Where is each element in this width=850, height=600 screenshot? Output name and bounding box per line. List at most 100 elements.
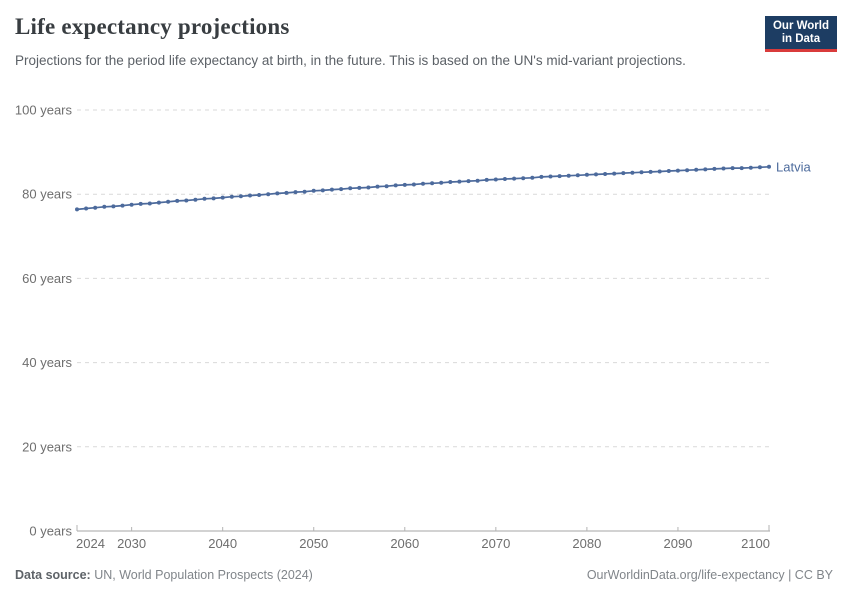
x-tick-label: 2050 [299,536,328,551]
data-point [266,192,271,197]
data-point [539,174,544,179]
data-point [348,186,353,191]
data-point [530,175,535,180]
data-point [138,201,143,206]
x-tick-label: 2070 [481,536,510,551]
data-point [229,194,234,199]
data-point [421,181,425,186]
data-point [594,172,598,177]
data-point [175,198,180,203]
x-tick-label: 2080 [572,536,601,551]
data-point [75,207,79,212]
y-tick-label: 40 years [22,355,72,370]
y-tick-label: 20 years [22,439,72,454]
x-tick-label: 2030 [117,536,146,551]
data-point [502,177,507,181]
data-point [575,173,580,178]
data-point [93,205,98,210]
credit-line: OurWorldinData.org/life-expectancy | CC … [586,568,833,582]
data-point [166,199,171,204]
y-tick-label: 60 years [22,271,72,286]
data-point [193,197,198,202]
data-point [111,204,116,209]
data-point [657,169,662,174]
data-point [639,170,644,175]
data-point [147,201,152,206]
x-tick-label: 2060 [390,536,419,551]
data-point [466,179,471,184]
data-point [211,196,216,201]
data-point [757,165,762,170]
owid-logo[interactable]: Our World in Data [764,16,837,52]
data-point [84,206,89,211]
data-point [521,176,526,181]
data-point [739,166,744,171]
series-line [76,165,770,211]
data-point [566,173,571,178]
data-point [202,196,207,201]
data-point [767,164,771,169]
data-point [557,174,562,179]
x-tick-label: 2024 [76,536,105,551]
data-point [329,187,334,192]
data-point [393,183,398,188]
data-point [630,170,635,175]
data-point [712,166,717,171]
data-point [475,178,480,183]
data-point [311,188,316,193]
data-point [666,169,671,173]
data-point [548,174,553,179]
data-source: Data source: UN, World Population Prospe… [15,568,313,582]
data-point [648,169,653,174]
data-point [284,190,289,195]
data-point [320,188,325,193]
data-point [694,167,699,172]
data-point [156,200,161,205]
data-point [357,185,362,190]
data-point [366,185,371,190]
data-point [411,182,416,187]
data-point [384,184,389,189]
data-point [275,191,280,196]
data-point [430,181,435,186]
x-tick-label: 2040 [208,536,237,551]
data-point [703,167,708,172]
data-point [685,168,690,173]
data-point [584,172,589,177]
owid-logo-line2: in Data [781,33,821,45]
data-point [612,171,617,176]
data-source-label: Data source: [15,568,91,582]
y-tick-label: 80 years [22,187,72,202]
data-point [129,202,134,207]
data-point [120,203,125,208]
y-tick-label: 100 years [15,103,73,118]
data-point [184,198,189,203]
data-point [721,166,726,171]
data-point [603,172,608,176]
data-point [748,165,753,170]
data-point [257,193,262,197]
y-tick-label: 0 years [29,524,72,539]
page-title: Life expectancy projections [15,14,290,39]
owid-logo-line1: Our World [772,20,829,32]
data-point [102,204,107,209]
series-end-label: Latvia [776,159,811,174]
data-point [220,195,225,200]
data-point [238,194,243,199]
data-point [248,193,252,198]
data-point [302,189,307,194]
data-point [375,184,380,189]
data-point [484,177,489,182]
data-point [339,187,344,192]
data-source-value: UN, World Population Prospects (2024) [94,568,313,582]
x-tick-label: 2100 [741,536,770,551]
data-point [439,180,444,185]
data-point [457,179,462,184]
x-tick-label: 2090 [663,536,692,551]
chart-subtitle: Projections for the period life expectan… [15,53,686,68]
data-point [402,182,407,187]
data-point [675,168,680,173]
data-point [512,176,517,181]
